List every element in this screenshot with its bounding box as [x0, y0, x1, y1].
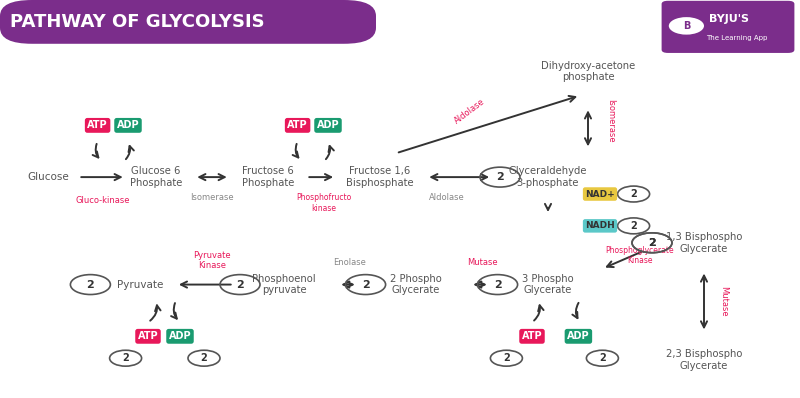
Text: 2: 2 [201, 353, 207, 363]
Text: ATP: ATP [287, 120, 308, 131]
Text: Glyceraldehyde
3-phosphate: Glyceraldehyde 3-phosphate [509, 166, 587, 188]
Text: Fructose 6
Phosphate: Fructose 6 Phosphate [242, 166, 294, 188]
Text: Gluco-kinase: Gluco-kinase [75, 197, 130, 205]
Text: Fructose 1,6
Bisphosphate: Fructose 1,6 Bisphosphate [346, 166, 414, 188]
Text: NADH: NADH [585, 221, 615, 230]
Text: 2: 2 [496, 172, 504, 182]
Text: Aldolase: Aldolase [453, 97, 486, 126]
Text: 2: 2 [630, 221, 637, 231]
Text: Aldolase: Aldolase [429, 193, 464, 201]
Text: 2: 2 [494, 279, 502, 290]
Text: Pyruvate: Pyruvate [117, 279, 163, 290]
Text: 3 Phospho
Glycerate: 3 Phospho Glycerate [522, 274, 574, 295]
Text: ADP: ADP [117, 120, 139, 131]
Text: 2: 2 [362, 279, 370, 290]
Text: 2: 2 [236, 279, 244, 290]
Text: Mutase: Mutase [719, 286, 729, 317]
Text: ADP: ADP [317, 120, 339, 131]
Text: The Learning App: The Learning App [706, 35, 767, 41]
Text: Dihydroxy-acetone
phosphate: Dihydroxy-acetone phosphate [541, 61, 635, 82]
Text: NAD+: NAD+ [585, 189, 615, 199]
Text: B: B [682, 21, 690, 31]
Text: 1,3 Bisphospho
Glycerate: 1,3 Bisphospho Glycerate [666, 232, 742, 254]
Text: 2,3 Bisphospho
Glycerate: 2,3 Bisphospho Glycerate [666, 349, 742, 371]
Text: Mutase: Mutase [466, 258, 498, 267]
FancyBboxPatch shape [662, 1, 794, 53]
Circle shape [669, 17, 704, 35]
Text: 2: 2 [648, 238, 656, 248]
Text: 2: 2 [630, 189, 637, 199]
Text: Pyruvate
Kinase: Pyruvate Kinase [193, 251, 231, 270]
Text: 2: 2 [599, 353, 606, 363]
Text: ADP: ADP [169, 331, 191, 341]
Text: ATP: ATP [522, 331, 542, 341]
Text: Enolase: Enolase [334, 258, 366, 267]
Text: 2: 2 [503, 353, 510, 363]
Text: Glucose: Glucose [27, 172, 69, 182]
Text: BYJU'S: BYJU'S [709, 14, 749, 24]
Text: 2 Phospho
Glycerate: 2 Phospho Glycerate [390, 274, 442, 295]
Text: 2: 2 [122, 353, 129, 363]
Text: Phosphofructo
kinase: Phosphofructo kinase [296, 193, 352, 213]
Text: ADP: ADP [567, 331, 590, 341]
Text: ATP: ATP [138, 331, 158, 341]
Text: Isomerase: Isomerase [606, 99, 615, 142]
Text: Phosphoenol
pyruvate: Phosphoenol pyruvate [252, 274, 316, 295]
Text: 2: 2 [648, 238, 656, 248]
Text: Isomerase: Isomerase [190, 193, 234, 201]
Text: ATP: ATP [87, 120, 108, 131]
Text: PATHWAY OF GLYCOLYSIS: PATHWAY OF GLYCOLYSIS [10, 13, 264, 31]
FancyBboxPatch shape [0, 0, 376, 44]
Text: Glucose 6
Phosphate: Glucose 6 Phosphate [130, 166, 182, 188]
Text: 2: 2 [86, 279, 94, 290]
Text: Phosphoglycerate
Kinase: Phosphoglycerate Kinase [606, 246, 674, 265]
